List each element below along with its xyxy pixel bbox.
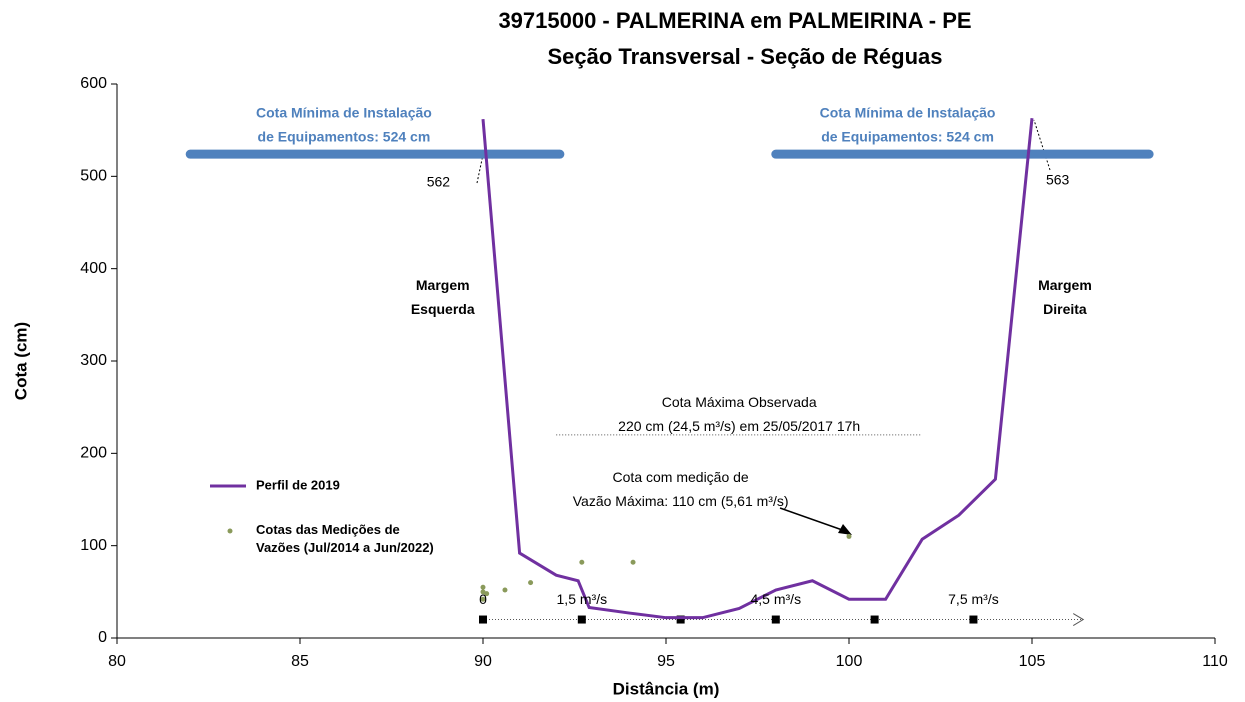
y-tick-label: 300 [80,352,107,369]
annotation: Margem [1038,277,1092,293]
y-axis-label: Cota (cm) [11,322,30,400]
chart-title: 39715000 - PALMERINA em PALMEIRINA - PE [498,8,971,33]
annotation: 4,5 m³/s [751,591,802,607]
ruler-arrow [1072,613,1085,626]
measurement-point [480,596,486,602]
annotation: 1,5 m³/s [557,591,608,607]
threshold-label: de Equipamentos: 524 cm [258,128,431,144]
x-tick-label: 100 [836,653,863,670]
x-axis-label: Distância (m) [613,679,720,698]
threshold-label: de Equipamentos: 524 cm [821,128,994,144]
ruler-marker [870,615,879,624]
x-tick-label: 90 [474,653,492,670]
annotation: Cota com medição de [613,469,749,485]
arrow [779,507,849,533]
measurement-point [502,587,508,593]
annotation: 7,5 m³/s [948,591,999,607]
legend-label: Cotas das Medições de Vazões (Jul/2014 a … [256,522,434,555]
annotation: Cota Máxima Observada [662,394,817,410]
y-tick-label: 500 [80,168,107,185]
annotation: Direita [1043,301,1087,317]
ruler-marker [676,615,685,624]
annotation: Esquerda [411,301,475,317]
chart-title: Seção Transversal - Seção de Réguas [548,44,943,69]
leader [1033,119,1051,171]
profile-line [481,118,1034,620]
x-tick-label: 80 [108,653,126,670]
ruler-marker [577,615,586,624]
threshold-label: Cota Mínima de Instalação [256,104,432,120]
legend-swatch [227,528,233,534]
annotation: 563 [1046,172,1070,188]
annotation: Vazão Máxima: 110 cm (5,61 m³/s) [573,493,789,509]
legend-label: Perfil de 2019 [256,477,340,492]
arrow-head [838,524,852,535]
measurement-point [846,533,852,539]
annotation: 562 [427,173,451,189]
x-tick-label: 105 [1019,653,1046,670]
measurement-point [484,591,490,597]
measurement-point [630,559,636,565]
threshold-label: Cota Mínima de Instalação [820,104,996,120]
measurement-point [480,584,486,590]
ruler-marker [969,615,978,624]
measurement-point [579,559,585,565]
y-tick-label: 100 [80,537,107,554]
ruler-marker [479,615,487,624]
x-tick-label: 95 [657,653,675,670]
y-tick-label: 0 [98,629,107,646]
y-tick-label: 200 [80,445,107,462]
x-tick-label: 110 [1202,653,1228,670]
measurement-point [528,580,534,586]
y-tick-label: 600 [80,75,107,92]
x-tick-label: 85 [291,653,309,670]
y-tick-label: 400 [80,260,107,277]
annotation: Margem [416,277,470,293]
annotation: 220 cm (24,5 m³/s) em 25/05/2017 17h [618,418,860,434]
annotation: 0 [479,591,487,607]
ruler-marker [771,615,780,624]
